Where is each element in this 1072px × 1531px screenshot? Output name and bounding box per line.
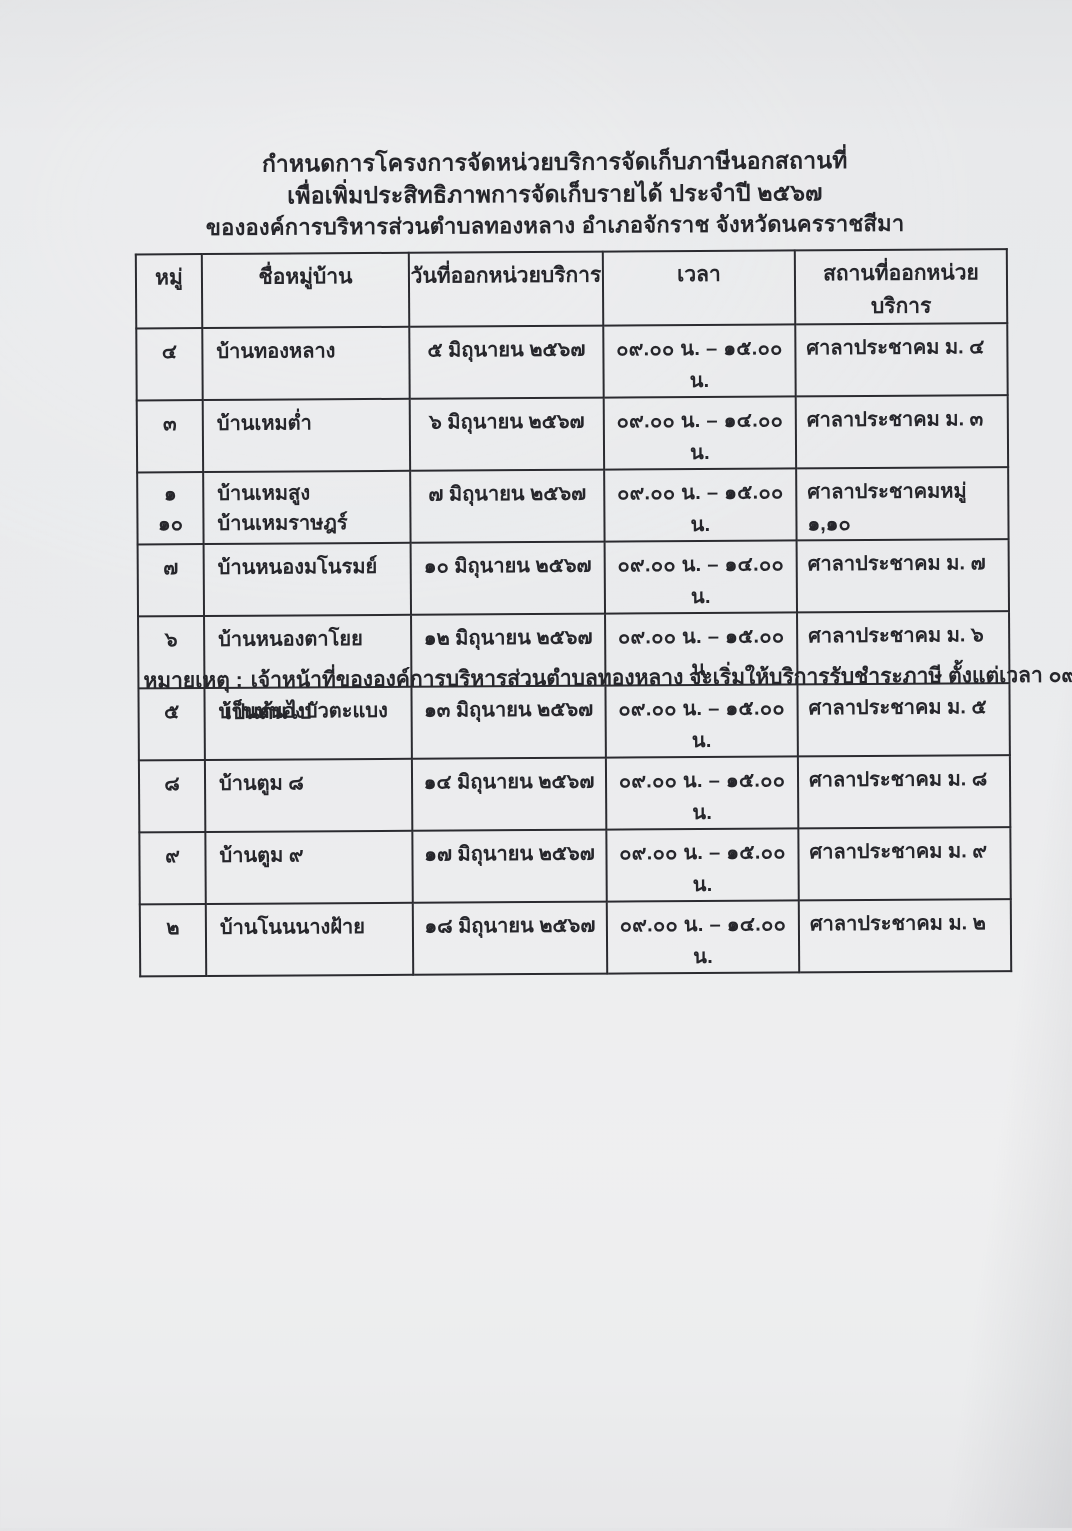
cell-place: ศาลาประชาคม ม. ๔ <box>795 323 1008 397</box>
cell-time: ๐๙.๐๐ น. – ๑๕.๐๐ น. <box>605 756 799 830</box>
cell-moo: ๔ <box>136 328 203 401</box>
village-line-2: บ้านเหมราษฎร์ <box>217 512 348 535</box>
cell-village: บ้านทองหลาง <box>202 326 410 401</box>
footnote-line-1: หมายเหตุ : เจ้าหน้าที่ขององค์การบริหารส่ว… <box>143 660 1072 697</box>
cell-village: บ้านตูม ๘ <box>204 758 413 833</box>
cell-moo: ๓ <box>136 400 204 473</box>
footnote-label: หมายเหตุ : <box>143 668 243 693</box>
cell-date: ๕ มิถุนายน ๒๕๖๗ <box>409 325 604 399</box>
cell-time: ๐๙.๐๐ น. – ๑๕.๐๐ น. <box>604 468 797 542</box>
cell-date: ๑๘ มิถุนายน ๒๕๖๗ <box>412 901 608 975</box>
table-header-row: หมู่ ชื่อหมู่บ้าน วันที่ออกหน่วยบริการ เ… <box>135 249 1008 329</box>
cell-place: ศาลาประชาคม ม. ๓ <box>795 395 1009 469</box>
table-row: ๓ บ้านเหมต่ำ ๖ มิถุนายน ๒๕๖๗ ๐๙.๐๐ น. – … <box>136 395 1009 473</box>
cell-date: ๑๗ มิถุนายน ๒๕๖๗ <box>412 829 607 903</box>
cell-date: ๖ มิถุนายน ๒๕๖๗ <box>409 397 605 471</box>
title-line-3: ขององค์การบริหารส่วนตำบลทองหลาง อำเภอจัก… <box>205 210 905 241</box>
table-row: ๘ บ้านตูม ๘ ๑๔ มิถุนายน ๒๕๖๗ ๐๙.๐๐ น. – … <box>138 755 1011 833</box>
footnote-line-2: เป็นต้นไป <box>224 700 312 724</box>
moo-line-2: ๑๐ <box>157 513 183 536</box>
cell-village: บ้านเหมต่ำ <box>202 398 411 473</box>
service-schedule-table: หมู่ ชื่อหมู่บ้าน วันที่ออกหน่วยบริการ เ… <box>135 248 1012 977</box>
cell-moo: ๙ <box>139 832 206 905</box>
cell-place: ศาลาประชาคม ม. ๘ <box>797 755 1011 829</box>
cell-village: บ้านโนนนางฝ้าย <box>205 902 414 977</box>
cell-moo: ๘ <box>138 760 206 833</box>
moo-line-1: ๑ <box>163 483 177 506</box>
cell-time: ๐๙.๐๐ น. – ๑๕.๐๐ น. <box>606 828 799 902</box>
header-time: เวลา <box>602 250 796 326</box>
cell-time: ๐๙.๐๐ น. – ๑๔.๐๐ น. <box>604 540 798 614</box>
cell-time: ๐๙.๐๐ น. – ๑๕.๐๐ น. <box>603 324 796 398</box>
cell-moo: ๗ <box>137 544 205 617</box>
cell-time: ๐๙.๐๐ น. – ๑๔.๐๐ น. <box>606 900 800 974</box>
document-title: กำหนดการโครงการจัดหน่วยบริการจัดเก็บภาษี… <box>97 143 1013 245</box>
table-row: ๔ บ้านทองหลาง ๕ มิถุนายน ๒๕๖๗ ๐๙.๐๐ น. –… <box>136 323 1008 401</box>
table-row-merged: ๑ ๑๐ บ้านเหมสูง บ้านเหมราษฎร์ ๗ มิถุนายน… <box>137 467 1009 545</box>
cell-place: ศาลาประชาคม ม. ๒ <box>798 899 1012 973</box>
cell-date: ๑๔ มิถุนายน ๒๕๖๗ <box>411 757 607 831</box>
cell-place: ศาลาประชาคม ม. ๙ <box>798 827 1011 901</box>
header-village: ชื่อหมู่บ้าน <box>201 252 410 329</box>
table-row: ๙ บ้านตูม ๙ ๑๗ มิถุนายน ๒๕๖๗ ๐๙.๐๐ น. – … <box>139 827 1011 905</box>
cell-time: ๐๙.๐๐ น. – ๑๔.๐๐ น. <box>603 396 797 470</box>
footnote-text: เจ้าหน้าที่ขององค์การบริหารส่วนตำบลทองหล… <box>250 663 1072 692</box>
cell-place: ศาลาประชาคม ม. ๗ <box>796 539 1010 613</box>
table-row: ๒ บ้านโนนนางฝ้าย ๑๘ มิถุนายน ๒๕๖๗ ๐๙.๐๐ … <box>139 899 1012 977</box>
cell-date: ๗ มิถุนายน ๒๕๖๗ <box>410 469 605 543</box>
cell-village: บ้านหนองมโนรมย์ <box>203 542 412 617</box>
header-date: วันที่ออกหน่วยบริการ <box>408 251 604 327</box>
village-line-1: บ้านเหมสูง <box>217 482 311 505</box>
footnote: หมายเหตุ : เจ้าหน้าที่ขององค์การบริหารส่ว… <box>143 660 1072 729</box>
table-row: ๗ บ้านหนองมโนรมย์ ๑๐ มิถุนายน ๒๕๖๗ ๐๙.๐๐… <box>137 539 1010 617</box>
cell-date: ๑๐ มิถุนายน ๒๕๖๗ <box>410 541 606 615</box>
cell-moo: ๒ <box>139 904 207 977</box>
cell-village: บ้านตูม ๙ <box>205 830 413 905</box>
cell-place: ศาลาประชาคมหมู่ ๑,๑๐ <box>796 467 1009 541</box>
cell-village: บ้านเหมสูง บ้านเหมราษฎร์ <box>203 470 411 545</box>
header-place: สถานที่ออกหน่วยบริการ <box>794 249 1008 325</box>
header-moo: หมู่ <box>135 254 203 329</box>
cell-moo: ๑ ๑๐ <box>137 472 204 545</box>
